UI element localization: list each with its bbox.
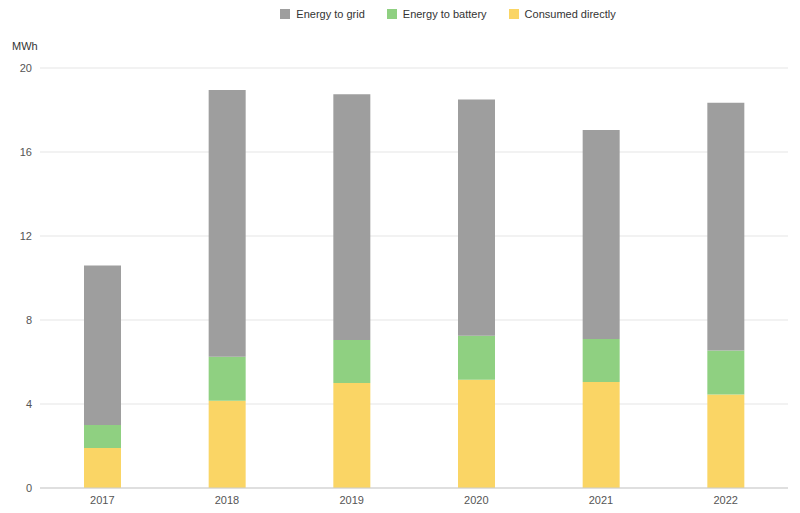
svg-text:2018: 2018 bbox=[215, 494, 239, 506]
svg-text:0: 0 bbox=[26, 482, 32, 494]
svg-text:2022: 2022 bbox=[713, 494, 737, 506]
svg-text:4: 4 bbox=[26, 398, 32, 410]
html-text:Consumed directly: Consumed directly bbox=[524, 8, 616, 20]
html-text:MWh: MWh bbox=[12, 40, 38, 52]
html-text:Energy to grid: Energy to grid bbox=[296, 8, 365, 20]
html-text:Energy to battery: Energy to battery bbox=[402, 8, 487, 20]
svg-text:2021: 2021 bbox=[589, 494, 613, 506]
svg-text:2017: 2017 bbox=[90, 494, 114, 506]
svg-text:16: 16 bbox=[20, 146, 32, 158]
svg-text:2020: 2020 bbox=[464, 494, 488, 506]
svg-text:20: 20 bbox=[20, 62, 32, 74]
svg-text:2019: 2019 bbox=[339, 494, 363, 506]
svg-text:8: 8 bbox=[26, 314, 32, 326]
svg-text:12: 12 bbox=[20, 230, 32, 242]
